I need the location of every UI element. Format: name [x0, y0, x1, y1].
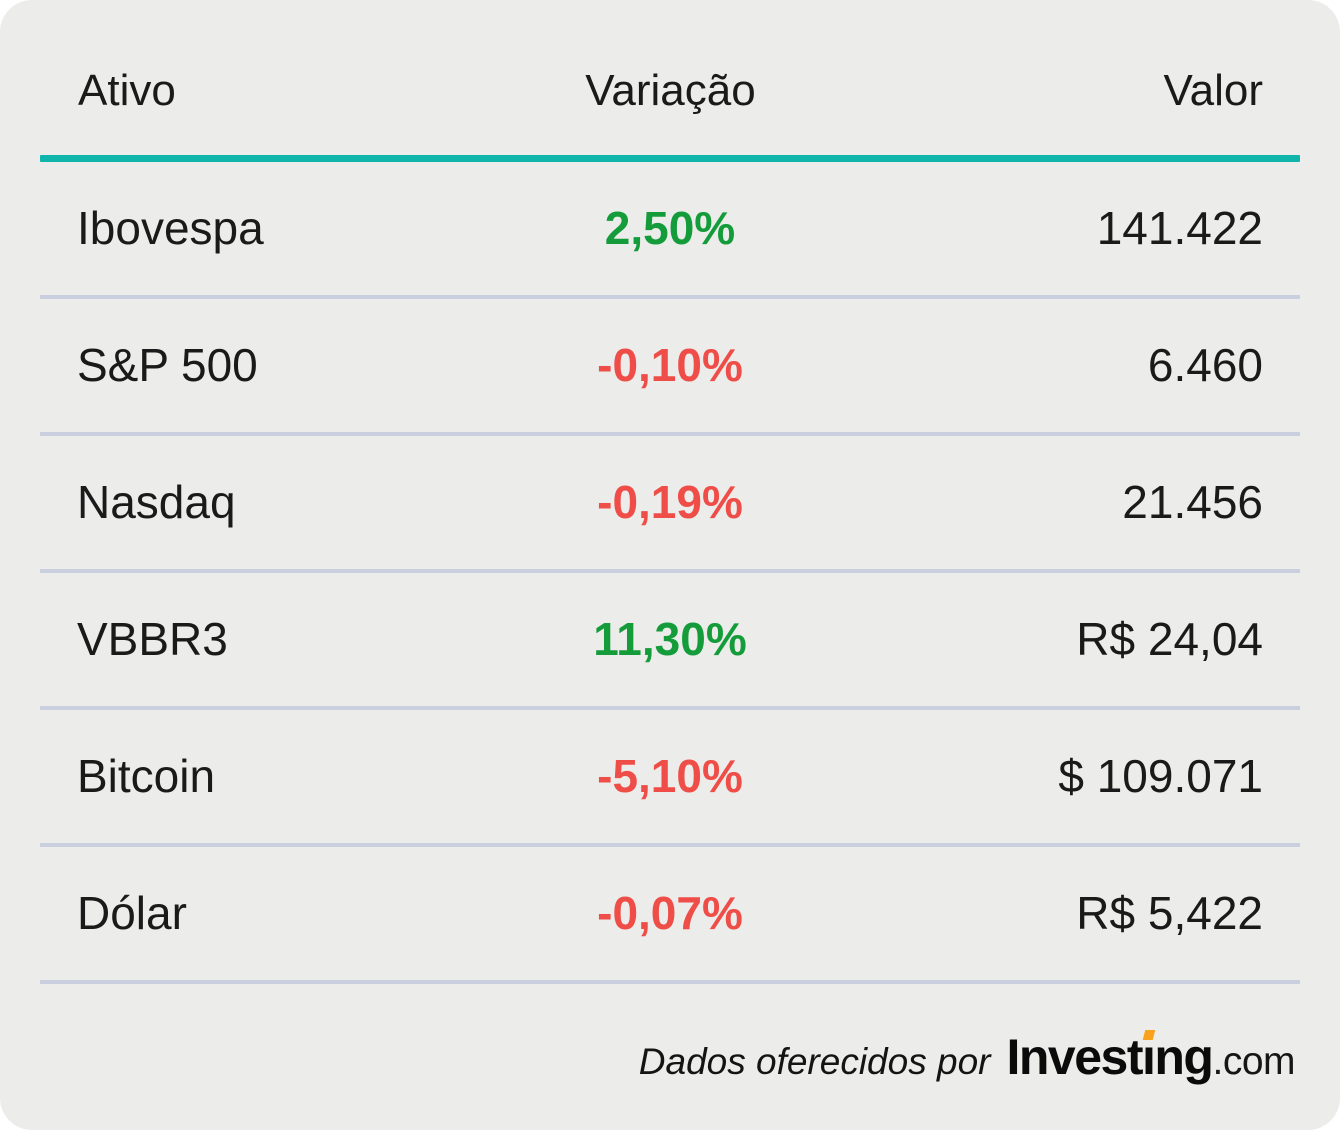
table-row: Dólar -0,07% R$ 5,422 [40, 847, 1300, 984]
change-value: -0,10% [597, 339, 743, 392]
asset-name: Ibovespa [77, 202, 264, 255]
table-body: Ibovespa 2,50% 141.422 S&P 500 -0,10% 6.… [0, 162, 1340, 984]
header-rule [40, 155, 1300, 162]
change-value: -0,07% [597, 887, 743, 940]
change-value: -5,10% [597, 750, 743, 803]
attribution-caption: Dados oferecidos por [638, 1041, 991, 1082]
change-value: 2,50% [604, 202, 736, 255]
logo-text-com: .com [1212, 1040, 1295, 1083]
asset-name: Dólar [77, 887, 187, 940]
price-value: $ 109.071 [1058, 750, 1263, 803]
price-value: R$ 24,04 [1076, 613, 1263, 666]
table-row: S&P 500 -0,10% 6.460 [40, 299, 1300, 436]
asset-name: Bitcoin [77, 750, 216, 803]
column-header-valor: Valor [1163, 66, 1263, 116]
logo-text-ng: ng [1154, 1029, 1214, 1085]
change-value: -0,19% [597, 476, 743, 529]
price-value: 21.456 [1122, 476, 1263, 529]
column-header-variacao: Variação [585, 66, 756, 116]
logo-text-invest: Invest [1006, 1029, 1143, 1085]
logo-letter-i: ı [1141, 1029, 1156, 1085]
footer: Dados oferecidos por Invest ı ng .com [0, 984, 1340, 1130]
asset-name: S&P 500 [77, 339, 258, 392]
price-value: 6.460 [1147, 339, 1263, 392]
table-row: Nasdaq -0,19% 21.456 [40, 436, 1300, 573]
asset-name: Nasdaq [77, 476, 236, 529]
asset-name: VBBR3 [77, 613, 228, 666]
price-value: 141.422 [1096, 202, 1263, 255]
table-row: VBBR3 11,30% R$ 24,04 [40, 573, 1300, 710]
column-header-ativo: Ativo [78, 66, 176, 116]
table-row: Ibovespa 2,50% 141.422 [40, 162, 1300, 299]
table-header-row: Ativo Variação Valor [0, 0, 1340, 155]
change-value: 11,30% [593, 613, 747, 666]
price-value: R$ 5,422 [1076, 887, 1263, 940]
investing-com-logo[interactable]: Invest ı ng .com [1006, 1028, 1295, 1086]
table-row: Bitcoin -5,10% $ 109.071 [40, 710, 1300, 847]
